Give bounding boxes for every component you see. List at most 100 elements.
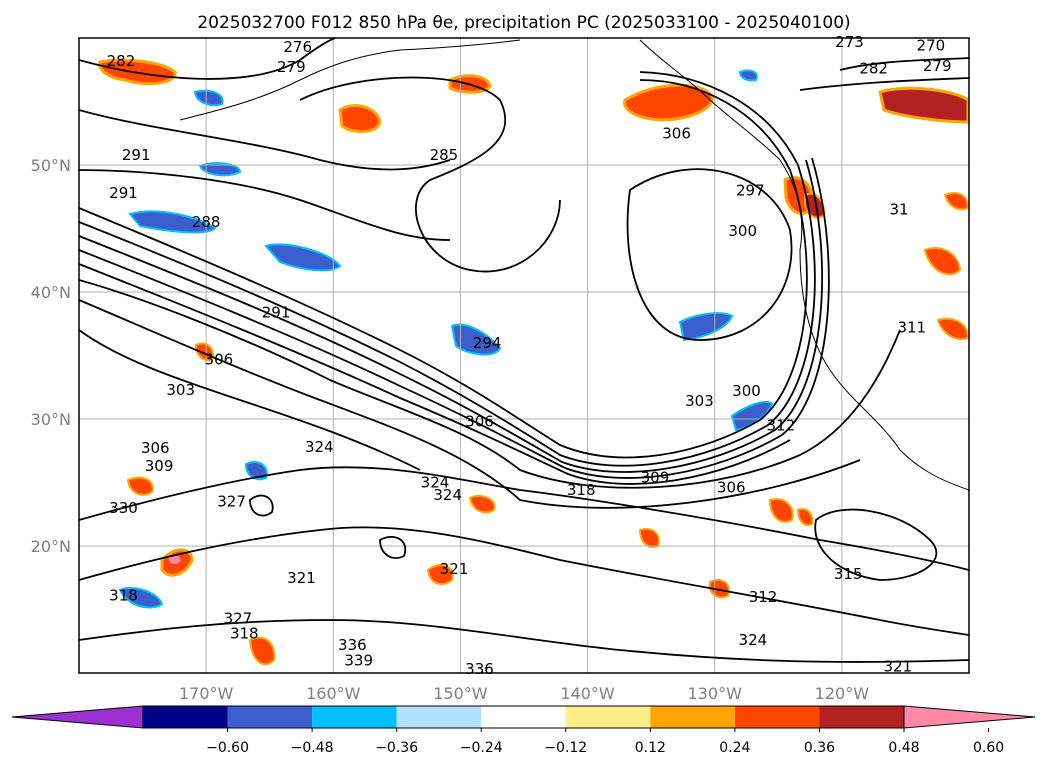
contour-label: 306 [141,439,170,457]
colorbar-segment [650,706,735,728]
contour-label: 318 [109,587,138,605]
precip-blob [878,86,969,124]
contour-line [249,494,274,517]
colorbar-segment [734,706,820,728]
contour-label: 273 [835,33,864,51]
lon-tick-label: 120°W [815,684,870,703]
contour-label: 291 [262,303,291,321]
precip-blob [126,476,154,496]
colorbar-segment [312,706,397,728]
contour-label: 336 [338,636,367,654]
lon-tick-label: 170°W [179,684,234,703]
contour-label: 300 [728,222,757,240]
contour-label: 300 [732,382,761,400]
precip-blob [98,58,177,86]
contour-label: 321 [287,569,316,587]
lat-tick-label: 50°N [31,156,71,175]
colorbar-tick-label: 0.12 [635,740,666,756]
precip-blob [730,400,774,432]
contour-label: 321 [883,658,912,676]
colorbar-segment [227,706,313,728]
contour-line [79,79,808,459]
contour-label: 336 [465,660,494,678]
precip-shading [98,58,969,666]
contour-line [79,169,451,241]
contour-line [79,329,421,471]
colorbar-segment [819,706,904,728]
contour-label: 312 [767,416,796,434]
precip-blob [264,243,342,272]
colorbar-tick-label: 0.48 [888,740,919,756]
contour-label: 291 [122,146,151,164]
precip-blob [248,636,276,666]
contour-line [299,76,561,273]
contour-line [379,535,407,559]
contour-label: 276 [283,38,312,56]
contour-line [79,466,969,571]
contour-label: 270 [917,37,946,55]
contour-label: 330 [109,499,138,517]
contour-label: 318 [567,481,596,499]
colorbar-extend-low [11,705,144,729]
theta-e-contours [79,38,969,663]
contour-line [79,526,969,636]
precip-blob [768,498,794,523]
lon-tick-label: 160°W [306,684,361,703]
map-background [79,38,969,673]
lat-tick-label: 20°N [31,537,71,556]
contour-label: 311 [897,319,926,337]
colorbar-tick-label: 0.24 [719,740,750,756]
contour-label: 31 [890,200,909,218]
axis-labels: 170°W 160°W 150°W 140°W 130°W 120°W 20°N 30°N 40… [31,156,870,703]
contour-label: 321 [440,560,469,578]
coastline-alaska [179,39,521,121]
colorbar-frame [142,705,905,729]
precip-blob [194,342,214,362]
coastlines [179,39,969,491]
contour-label: 324 [433,486,462,504]
precip-blob [796,508,814,526]
contour-label: 288 [192,213,221,231]
contour-label: 279 [277,58,306,76]
precip-blob [198,162,242,177]
precip-blob [738,69,758,82]
precip-blob [468,494,496,514]
colorbar-tick-label: −0.60 [206,740,249,756]
contour-label: 327 [217,493,246,511]
contour-label: 315 [834,565,863,583]
colorbar-segment [481,706,566,728]
colorbar-tick-label: −0.24 [460,740,503,756]
contour-line [79,263,791,485]
contour-label: 285 [430,146,459,164]
contour-line [79,71,816,467]
contour-label: 324 [739,631,768,649]
colorbar-tick-label: 0.36 [804,740,835,756]
chart-title: 2025032700 F012 850 hPa θe, precipitatio… [197,13,850,33]
contour-labels: 2822912912882913062852943033063093273243… [107,33,952,678]
contour-label: 303 [166,381,195,399]
precip-blob [338,104,382,133]
lon-tick-label: 150°W [433,684,488,703]
contour-label: 306 [717,479,746,497]
precip-blob [118,586,164,609]
colorbar-extend-high [903,705,1036,729]
precip-blob [128,210,217,234]
contour-line [79,159,823,473]
precip-blob [923,247,962,276]
contour-label: 294 [473,334,502,352]
contour-label: 312 [749,588,778,606]
precip-blob [936,317,969,340]
colorbar-segment [396,706,482,728]
precip-blob [426,564,454,586]
contour-label: 297 [736,181,765,199]
precip-blob [678,312,734,342]
contour-label: 306 [662,124,691,142]
contour-label: 279 [923,57,952,75]
lon-tick-label: 140°W [560,684,615,703]
coastline-north-america [639,39,969,491]
contour-label: 306 [465,413,494,431]
colorbar-tick-label: −0.48 [291,740,334,756]
contour-line [626,168,793,341]
precip-blob [193,89,224,107]
precip-blob [943,192,969,211]
